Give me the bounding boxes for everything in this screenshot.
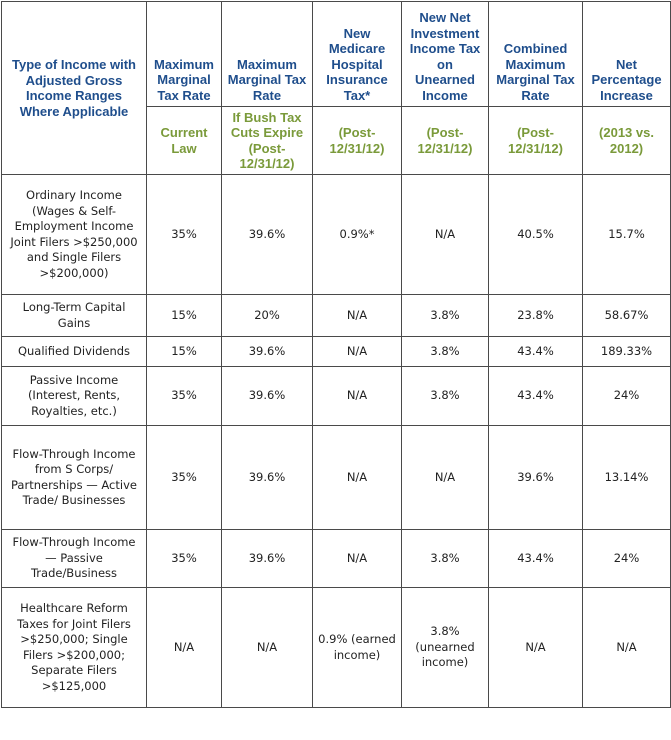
income-type-cell: Passive Income (Interest, Rents, Royalti…: [1, 366, 147, 426]
value-cell: 58.67%: [582, 294, 671, 337]
value-cell: 40.5%: [488, 174, 583, 295]
table-row: Healthcare Reform Taxes for Joint Filers…: [1, 587, 671, 708]
subheader-post-date: (Post-12/31/12): [488, 106, 583, 175]
value-cell: N/A: [401, 174, 489, 295]
value-cell: N/A: [312, 336, 402, 367]
value-cell: 15%: [146, 294, 222, 337]
table-row: Flow-Through Income — Passive Trade/Busi…: [1, 529, 671, 588]
value-cell: N/A: [312, 529, 402, 588]
header-max-marginal-current: Maximum Marginal Tax Rate: [146, 1, 222, 107]
table-row: Passive Income (Interest, Rents, Royalti…: [1, 366, 671, 426]
table-row: Flow-Through Income from S Corps/ Partne…: [1, 425, 671, 530]
value-cell: 39.6%: [221, 336, 313, 367]
income-type-cell: Flow-Through Income — Passive Trade/Busi…: [1, 529, 147, 588]
value-cell: N/A: [312, 425, 402, 530]
value-cell: 39.6%: [221, 366, 313, 426]
value-cell: 35%: [146, 366, 222, 426]
income-type-cell: Long-Term Capital Gains: [1, 294, 147, 337]
subheader-current-law: Current Law: [146, 106, 222, 175]
value-cell: 39.6%: [221, 529, 313, 588]
value-cell: 3.8%: [401, 529, 489, 588]
subheader-bush-expire: If Bush Tax Cuts Expire (Post-12/31/12): [221, 106, 313, 175]
value-cell: 13.14%: [582, 425, 671, 530]
table-row: Long-Term Capital Gains 15% 20% N/A 3.8%…: [1, 294, 671, 337]
value-cell: 3.8% (unearned income): [401, 587, 489, 708]
table-row: Ordinary Income (Wages & Self-Employment…: [1, 174, 671, 295]
value-cell: 39.6%: [221, 425, 313, 530]
tax-rate-table: Type of Income with Adjusted Gross Incom…: [1, 1, 671, 708]
income-type-cell: Healthcare Reform Taxes for Joint Filers…: [1, 587, 147, 708]
value-cell: 43.4%: [488, 336, 583, 367]
header-medicare-tax: New Medicare Hospital Insurance Tax*: [312, 1, 402, 107]
value-cell: 35%: [146, 529, 222, 588]
value-cell: N/A: [146, 587, 222, 708]
header-combined-rate: Combined Maximum Marginal Tax Rate: [488, 1, 583, 107]
value-cell: 189.33%: [582, 336, 671, 367]
value-cell: 15%: [146, 336, 222, 367]
table-row: Qualified Dividends 15% 39.6% N/A 3.8% 4…: [1, 336, 671, 367]
value-cell: 39.6%: [221, 174, 313, 295]
subheader-year-comparison: (2013 vs. 2012): [582, 106, 671, 175]
value-cell: N/A: [582, 587, 671, 708]
value-cell: N/A: [401, 425, 489, 530]
value-cell: 3.8%: [401, 294, 489, 337]
value-cell: N/A: [221, 587, 313, 708]
value-cell: 43.4%: [488, 529, 583, 588]
income-type-cell: Qualified Dividends: [1, 336, 147, 367]
value-cell: 35%: [146, 174, 222, 295]
value-cell: N/A: [312, 294, 402, 337]
value-cell: 3.8%: [401, 366, 489, 426]
header-type-of-income: Type of Income with Adjusted Gross Incom…: [1, 1, 147, 175]
value-cell: 15.7%: [582, 174, 671, 295]
header-net-investment-tax: New Net Investment Income Tax on Unearne…: [401, 1, 489, 107]
value-cell: 43.4%: [488, 366, 583, 426]
subheader-post-date: (Post-12/31/12): [401, 106, 489, 175]
value-cell: N/A: [488, 587, 583, 708]
header-row: Type of Income with Adjusted Gross Incom…: [1, 1, 671, 175]
subheader-row: Current Law If Bush Tax Cuts Expire (Pos…: [2, 106, 671, 175]
value-cell: 3.8%: [401, 336, 489, 367]
value-cell: 35%: [146, 425, 222, 530]
value-cell: 0.9%*: [312, 174, 402, 295]
value-cell: 24%: [582, 529, 671, 588]
value-cell: N/A: [312, 366, 402, 426]
value-cell: 39.6%: [488, 425, 583, 530]
value-cell: 23.8%: [488, 294, 583, 337]
subheader-post-date: (Post-12/31/12): [312, 106, 402, 175]
value-cell: 24%: [582, 366, 671, 426]
value-cell: 0.9% (earned income): [312, 587, 402, 708]
header-max-marginal-bush: Maximum Marginal Tax Rate: [221, 1, 313, 107]
income-type-cell: Ordinary Income (Wages & Self-Employment…: [1, 174, 147, 295]
income-type-cell: Flow-Through Income from S Corps/ Partne…: [1, 425, 147, 530]
value-cell: 20%: [221, 294, 313, 337]
header-net-increase: Net Percentage Increase: [582, 1, 671, 107]
